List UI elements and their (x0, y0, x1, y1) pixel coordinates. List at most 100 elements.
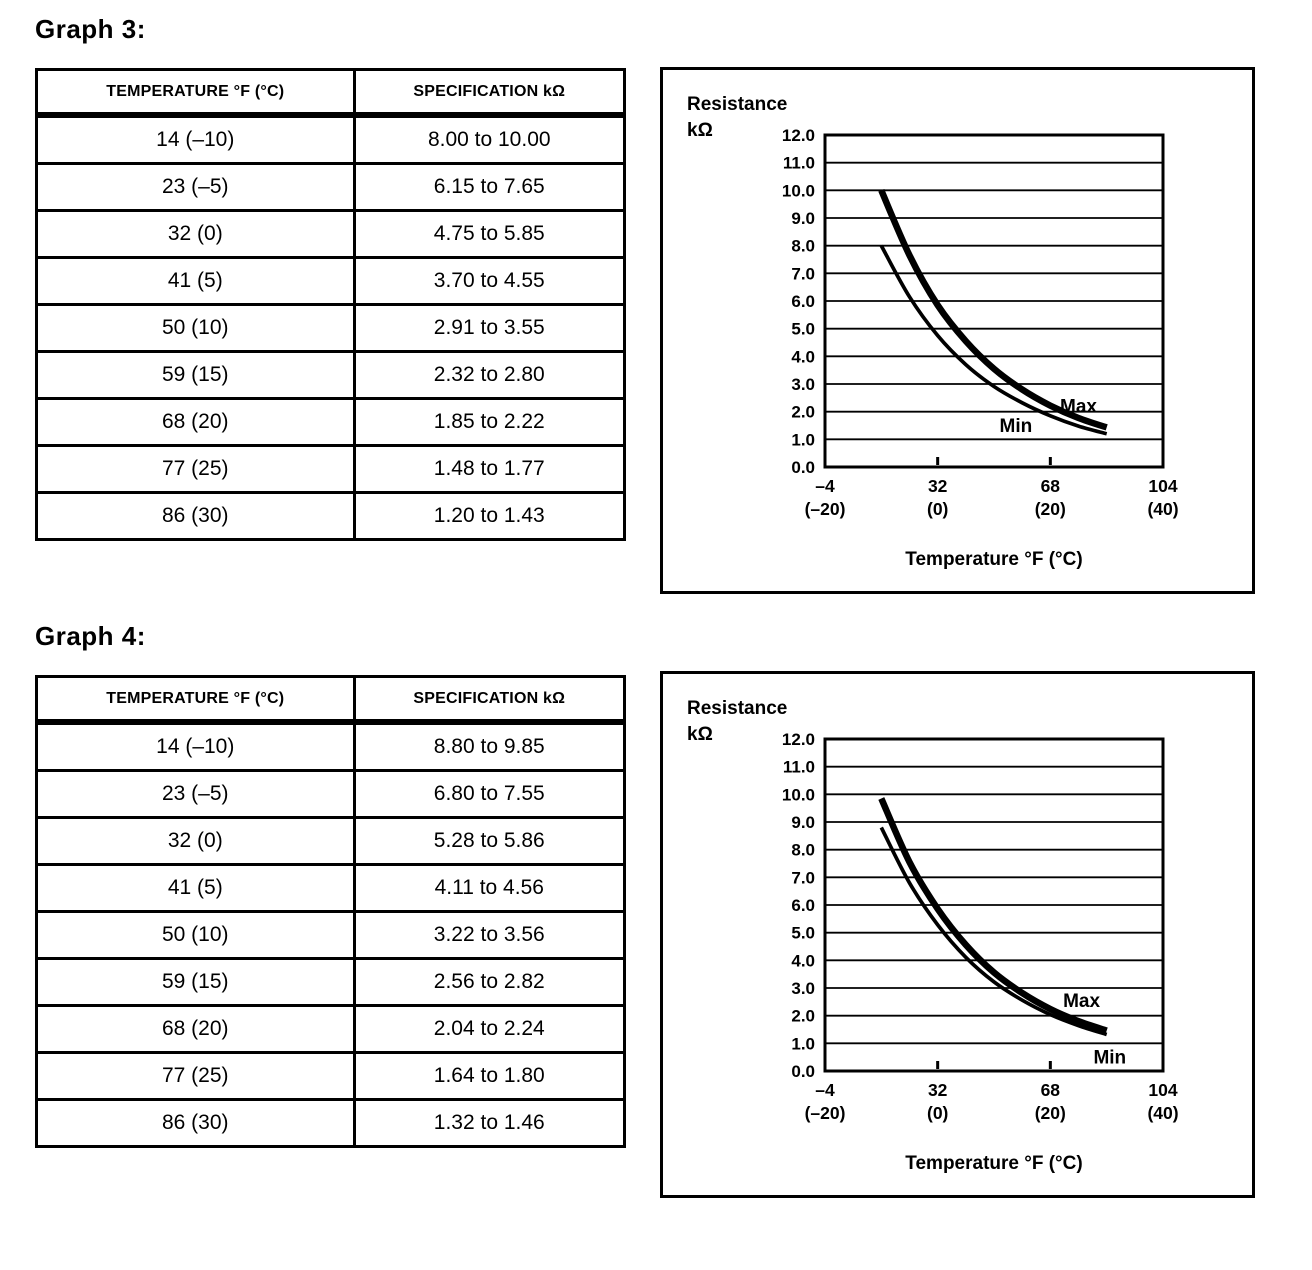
temperature-cell: 41 (5) (35, 256, 356, 306)
graph4-spec-table: TEMPERATURE °F (°C) SPECIFICATION kΩ 14 … (35, 675, 627, 1148)
y-tick-label: 4.0 (791, 951, 815, 970)
graph4-resistance-chart: Resistance kΩ 0.0 1.0 2.0 3.0 4.0 5.0 6.0 7.0 8.0 9… (687, 698, 1179, 1174)
min-curve (879, 826, 1108, 1037)
x-tick-label-c: (20) (1035, 499, 1066, 519)
y-tick-label: 6.0 (791, 292, 815, 311)
graph3-chart-panel: Resistance kΩ 0.0 1.0 2.0 3.0 4.0 5.0 6.0 7.0 8.0 9… (660, 67, 1255, 594)
graph3-heading: Graph 3: (35, 14, 146, 44)
x-tick-label-c: (40) (1147, 499, 1178, 519)
x-tick-label-f: –4 (815, 1080, 835, 1100)
x-tick-label-f: 68 (1041, 1080, 1061, 1100)
x-tick-label-c: (0) (927, 499, 948, 519)
min-label: Min (1093, 1048, 1126, 1069)
plot-border (823, 737, 1165, 1073)
x-tick-label-f: 104 (1148, 476, 1177, 496)
y-tick-label: 2.0 (791, 403, 815, 422)
y-tick-label: 10.0 (782, 181, 815, 200)
max-curve (878, 797, 1108, 1034)
y-tick-label: 7.0 (791, 264, 815, 283)
specification-cell: 1.20 to 1.43 (352, 491, 627, 541)
x-tick-label-c: (40) (1147, 1103, 1178, 1123)
graph3-spec-table: TEMPERATURE °F (°C) SPECIFICATION kΩ 14 … (35, 68, 627, 541)
y-tick-label: 11.0 (783, 758, 815, 777)
y-tick-label: 6.0 (791, 896, 815, 915)
y-tick-label: 8.0 (791, 841, 815, 860)
graph4-table-body: 14 (–10) 8.80 to 9.85 23 (–5) 6.80 to 7.55 3… (35, 720, 627, 1148)
x-tick-label-c: (20) (1035, 1103, 1066, 1123)
chart-title-line2: kΩ (687, 724, 713, 745)
y-tick-label: 5.0 (791, 320, 815, 339)
specification-cell: 1.48 to 1.77 (352, 444, 627, 494)
y-tick-label: 12.0 (782, 126, 815, 145)
specification-cell: 3.22 to 3.56 (352, 910, 627, 960)
y-tick-label: 10.0 (782, 785, 815, 804)
table-row: 86 (30) 1.20 to 1.43 (35, 491, 627, 541)
table-row: 59 (15) 2.32 to 2.80 (35, 350, 627, 400)
table-row: 14 (–10) 8.00 to 10.00 (35, 113, 627, 165)
y-tick-label: 12.0 (782, 730, 815, 749)
temperature-cell: 59 (15) (35, 350, 356, 400)
temperature-cell: 77 (25) (35, 1051, 356, 1101)
chart-title-line2: kΩ (687, 120, 713, 141)
temperature-cell: 77 (25) (35, 444, 356, 494)
specification-cell: 5.28 to 5.86 (352, 816, 627, 866)
specification-cell: 2.32 to 2.80 (352, 350, 627, 400)
graph3-resistance-chart: Resistance kΩ 0.0 1.0 2.0 3.0 4.0 5.0 6.0 7.0 8.0 9… (687, 94, 1179, 570)
x-tick-label-f: 104 (1148, 1080, 1177, 1100)
table-row: 68 (20) 1.85 to 2.22 (35, 397, 627, 447)
temperature-cell: 50 (10) (35, 910, 356, 960)
specification-cell: 4.75 to 5.85 (352, 209, 627, 259)
specification-cell: 2.56 to 2.82 (352, 957, 627, 1007)
table-row: 32 (0) 4.75 to 5.85 (35, 209, 627, 259)
max-curve (878, 189, 1108, 431)
specification-cell: 4.11 to 4.56 (352, 863, 627, 913)
x-axis-label: Temperature °F (°C) (905, 1153, 1082, 1174)
y-tick-label: 1.0 (791, 430, 815, 449)
temperature-cell: 41 (5) (35, 863, 356, 913)
x-tick-label-c: (–20) (805, 499, 846, 519)
temperature-cell: 23 (–5) (35, 162, 356, 212)
y-tick-label: 3.0 (791, 375, 815, 394)
temperature-cell: 14 (–10) (35, 113, 356, 165)
x-tick-label-c: (–20) (805, 1103, 846, 1123)
min-label: Min (1000, 416, 1033, 437)
y-tick-label: 0.0 (791, 458, 815, 477)
min-curve (879, 244, 1108, 436)
y-tick-label: 1.0 (791, 1034, 815, 1053)
table-row: 14 (–10) 8.80 to 9.85 (35, 720, 627, 772)
table-row: 23 (–5) 6.15 to 7.65 (35, 162, 627, 212)
specification-cell: 3.70 to 4.55 (352, 256, 627, 306)
specification-cell: 2.91 to 3.55 (352, 303, 627, 353)
x-tick-label-c: (0) (927, 1103, 948, 1123)
temperature-cell: 50 (10) (35, 303, 356, 353)
table-row: 50 (10) 2.91 to 3.55 (35, 303, 627, 353)
temperature-column-header: TEMPERATURE °F (°C) (35, 68, 356, 118)
graph3-table-body: 14 (–10) 8.00 to 10.00 23 (–5) 6.15 to 7.65… (35, 113, 627, 541)
table-row: 32 (0) 5.28 to 5.86 (35, 816, 627, 866)
table-row: 50 (10) 3.22 to 3.56 (35, 910, 627, 960)
specification-cell: 1.32 to 1.46 (352, 1098, 627, 1148)
temperature-cell: 59 (15) (35, 957, 356, 1007)
y-tick-label: 7.0 (791, 868, 815, 887)
specification-column-header: SPECIFICATION kΩ (352, 68, 627, 118)
specification-cell: 6.15 to 7.65 (352, 162, 627, 212)
temperature-cell: 32 (0) (35, 209, 356, 259)
temperature-cell: 32 (0) (35, 816, 356, 866)
graph4-heading: Graph 4: (35, 621, 146, 651)
y-tick-label: 9.0 (791, 209, 815, 228)
y-tick-label: 11.0 (783, 154, 815, 173)
temperature-cell: 68 (20) (35, 397, 356, 447)
temperature-cell: 23 (–5) (35, 769, 356, 819)
table-row: 68 (20) 2.04 to 2.24 (35, 1004, 627, 1054)
specification-cell: 8.80 to 9.85 (352, 720, 627, 772)
x-axis-label: Temperature °F (°C) (905, 549, 1082, 570)
table-header-row: TEMPERATURE °F (°C) SPECIFICATION kΩ (35, 675, 627, 725)
table-row: 41 (5) 4.11 to 4.56 (35, 863, 627, 913)
temperature-cell: 86 (30) (35, 1098, 356, 1148)
graph4-chart-panel: Resistance kΩ 0.0 1.0 2.0 3.0 4.0 5.0 6.0 7.0 8.0 9… (660, 671, 1255, 1198)
table-row: 77 (25) 1.64 to 1.80 (35, 1051, 627, 1101)
table-row: 59 (15) 2.56 to 2.82 (35, 957, 627, 1007)
max-label: Max (1063, 991, 1100, 1012)
table-header-row: TEMPERATURE °F (°C) SPECIFICATION kΩ (35, 68, 627, 118)
